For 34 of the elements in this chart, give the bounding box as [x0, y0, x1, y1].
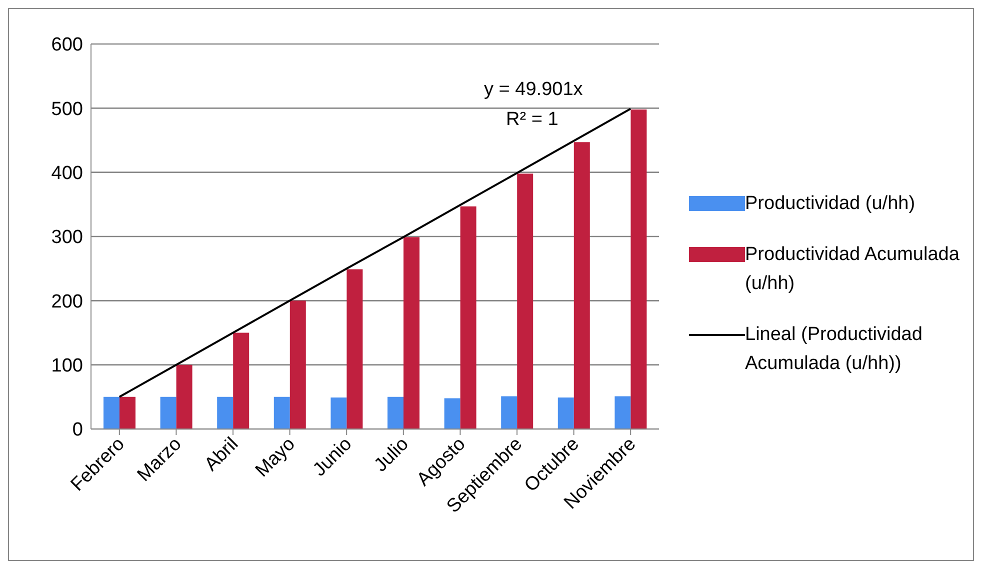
bar: [403, 237, 420, 429]
annotation: y = 49.901x: [484, 79, 583, 101]
bar: [387, 396, 404, 429]
bar: [160, 396, 176, 429]
legend-label: Lineal (Productividad Acumulada (u/hh)): [745, 323, 924, 376]
bar: [346, 269, 363, 429]
bar: [290, 300, 306, 429]
bar: [558, 398, 574, 429]
y-tick-label: 0: [72, 420, 83, 441]
bar: [517, 174, 534, 429]
bar: [460, 206, 476, 429]
bar: [630, 109, 647, 429]
y-tick-label: 300: [51, 227, 83, 248]
bar: [501, 396, 518, 429]
x-tick-label: Julio: [370, 434, 413, 476]
bar: [176, 364, 192, 429]
bar: [233, 332, 250, 429]
bar: [217, 396, 234, 429]
bar: [119, 396, 136, 429]
y-tick-label: 500: [51, 98, 83, 120]
y-tick-label: 100: [51, 356, 83, 377]
y-tick-label: 400: [51, 163, 83, 184]
bar: [274, 396, 290, 429]
annotation: R² = 1: [506, 109, 558, 131]
y-tick-label: 200: [51, 291, 83, 312]
bar: [444, 398, 460, 429]
bar: [330, 398, 347, 429]
y-tick-label: 600: [51, 34, 83, 56]
line-series: [118, 108, 632, 398]
bar: [574, 142, 590, 429]
bar: [103, 396, 120, 429]
legend-label: Productividad (u/hh): [745, 192, 916, 216]
legend-label: Productividad Acumulada (u/hh): [745, 243, 960, 296]
bar: [614, 396, 631, 429]
